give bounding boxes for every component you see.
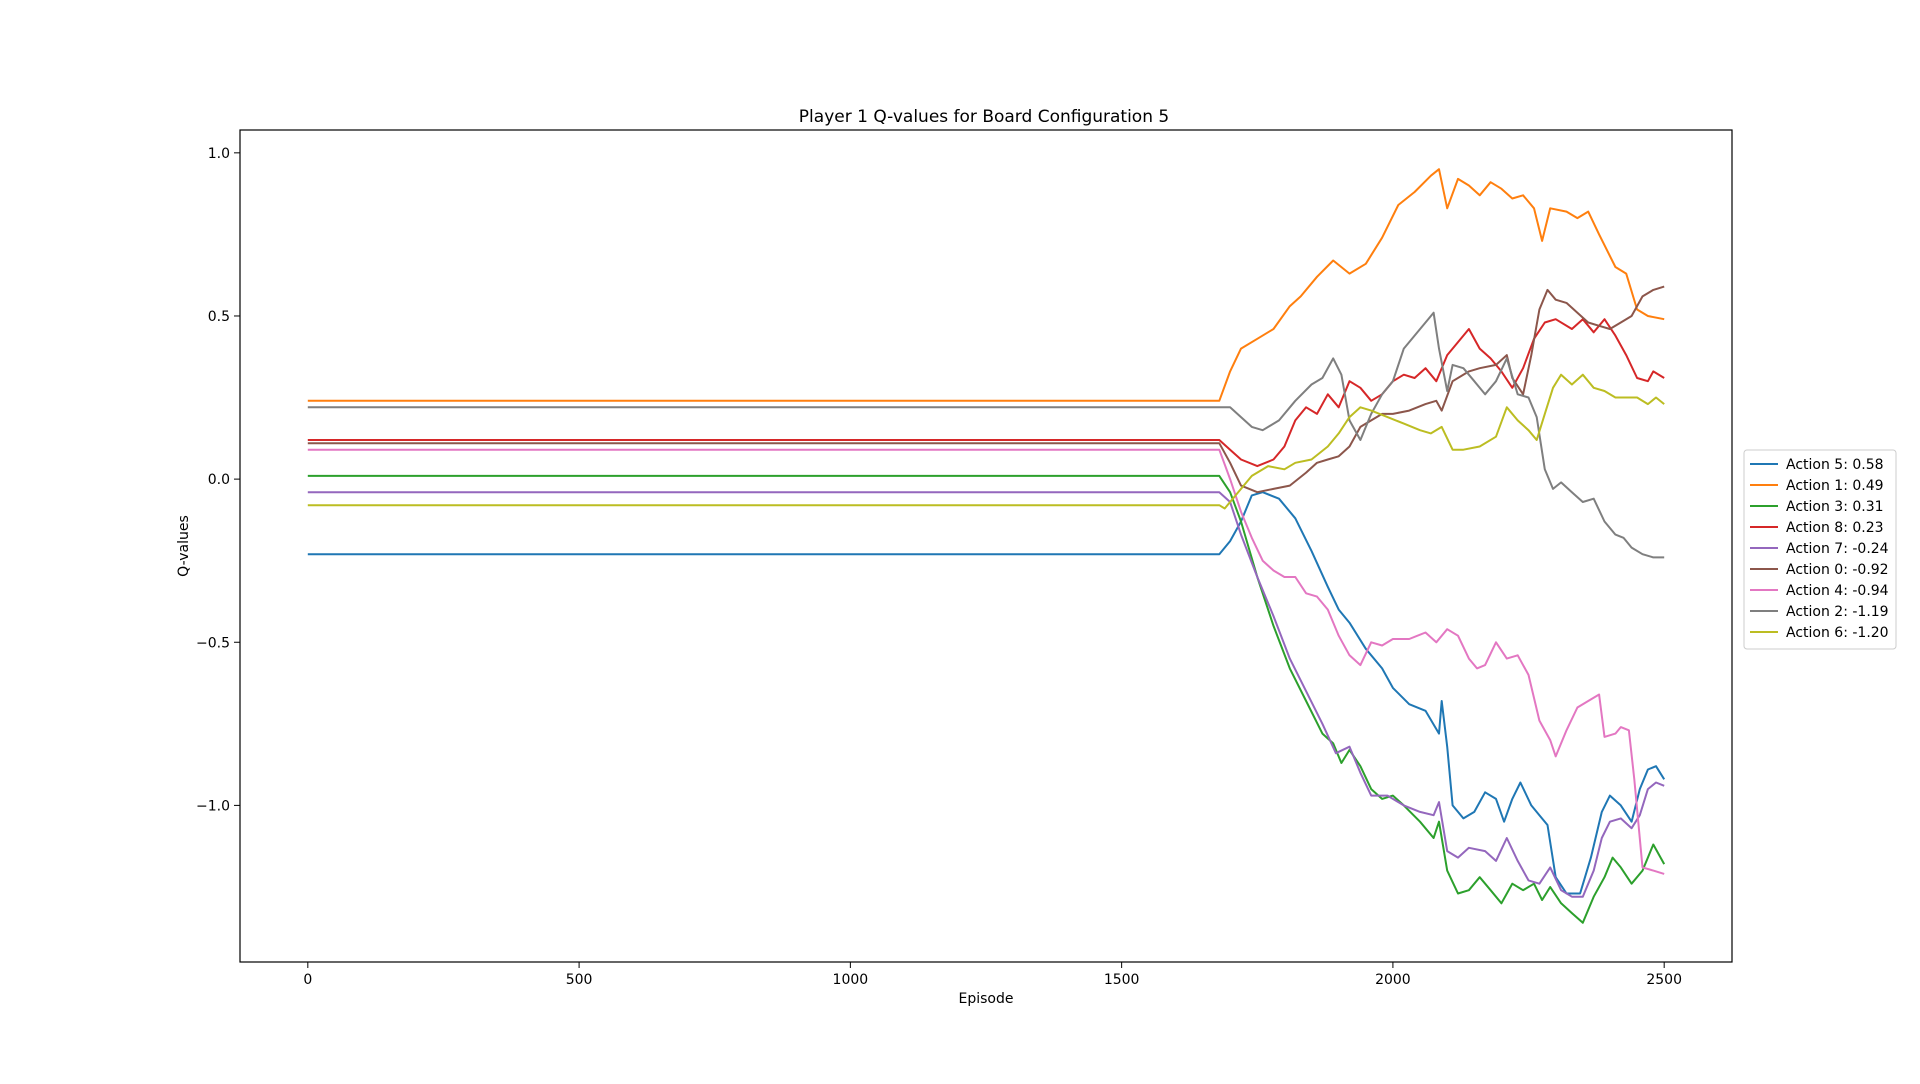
x-axis: 0 500 1000 1500 2000 2500 xyxy=(303,962,1682,988)
y-tick-label: 0.0 xyxy=(208,472,230,488)
plot-area xyxy=(307,168,1666,924)
x-tick-label: 1500 xyxy=(1104,972,1140,988)
x-tick-label: 2500 xyxy=(1646,972,1682,988)
legend-entry-label: Action 8: 0.23 xyxy=(1786,520,1884,536)
x-tick-label: 0 xyxy=(303,972,312,988)
x-axis-label: Episode xyxy=(959,991,1014,1007)
y-tick-label: 1.0 xyxy=(208,146,230,162)
y-tick-label: 0.5 xyxy=(208,309,230,325)
series-line-8 xyxy=(307,373,1665,510)
legend: Action 5: 0.58 Action 1: 0.49 Action 3: 0.… xyxy=(1743,449,1897,650)
series-line-3 xyxy=(307,318,1665,468)
x-tick-label: 1000 xyxy=(833,972,869,988)
legend-entry-label: Action 6: -1.20 xyxy=(1786,625,1889,641)
x-tick-label: 500 xyxy=(566,972,593,988)
chart-title: Player 1 Q-values for Board Configuratio… xyxy=(799,107,1169,127)
legend-entry-label: Action 4: -0.94 xyxy=(1786,583,1889,599)
y-axis-label: Q-values xyxy=(176,515,192,577)
legend-entry-label: Action 7: -0.24 xyxy=(1786,541,1889,557)
legend-entry-label: Action 2: -1.19 xyxy=(1786,604,1889,620)
legend-entry-label: Action 1: 0.49 xyxy=(1786,478,1884,494)
plot-frame xyxy=(239,129,1733,963)
y-tick-label: −0.5 xyxy=(196,635,230,651)
series-line-0 xyxy=(307,491,1666,895)
series-line-1 xyxy=(307,168,1665,402)
legend-entry-label: Action 0: -0.92 xyxy=(1786,562,1889,578)
series-line-4 xyxy=(307,491,1665,898)
y-tick-label: −1.0 xyxy=(196,798,230,814)
legend-entry-label: Action 5: 0.58 xyxy=(1786,457,1884,473)
series-line-7 xyxy=(307,311,1665,559)
series-line-6 xyxy=(307,448,1665,875)
series-line-5 xyxy=(307,285,1665,494)
x-tick-label: 2000 xyxy=(1375,972,1411,988)
legend-entry-label: Action 3: 0.31 xyxy=(1786,499,1884,515)
legend-box xyxy=(1743,449,1897,650)
series-line-2 xyxy=(307,474,1666,924)
y-axis: 1.0 0.5 0.0 −0.5 −1.0 xyxy=(196,146,240,814)
